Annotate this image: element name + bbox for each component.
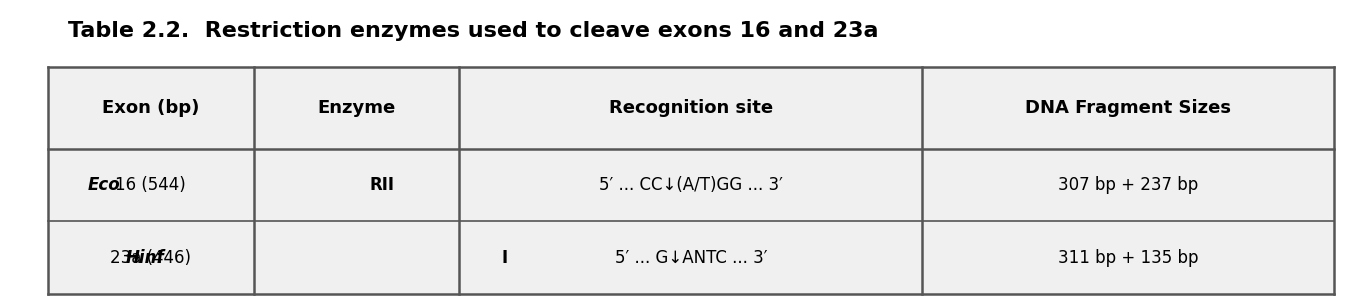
Text: 311 bp + 135 bp: 311 bp + 135 bp [1057, 248, 1198, 267]
Text: Table 2.2.  Restriction enzymes used to cleave exons 16 and 23a: Table 2.2. Restriction enzymes used to c… [68, 21, 878, 41]
Text: 16 (544): 16 (544) [115, 176, 186, 194]
Text: Hinf: Hinf [126, 248, 164, 267]
Text: DNA Fragment Sizes: DNA Fragment Sizes [1025, 99, 1231, 117]
Text: I: I [502, 248, 508, 267]
Text: Eco: Eco [88, 176, 120, 194]
Text: Recognition site: Recognition site [609, 99, 773, 117]
Text: RII: RII [369, 176, 394, 194]
Text: 307 bp + 237 bp: 307 bp + 237 bp [1057, 176, 1198, 194]
Bar [48, 67, 1334, 294]
Text: 5′ ... G↓ANTC ... 3′: 5′ ... G↓ANTC ... 3′ [614, 248, 767, 267]
Text: Enzyme: Enzyme [317, 99, 395, 117]
Text: 5′ ... CC↓(A/T)GG ... 3′: 5′ ... CC↓(A/T)GG ... 3′ [599, 176, 782, 194]
Text: Exon (bp): Exon (bp) [103, 99, 200, 117]
Text: 23a (446): 23a (446) [111, 248, 192, 267]
